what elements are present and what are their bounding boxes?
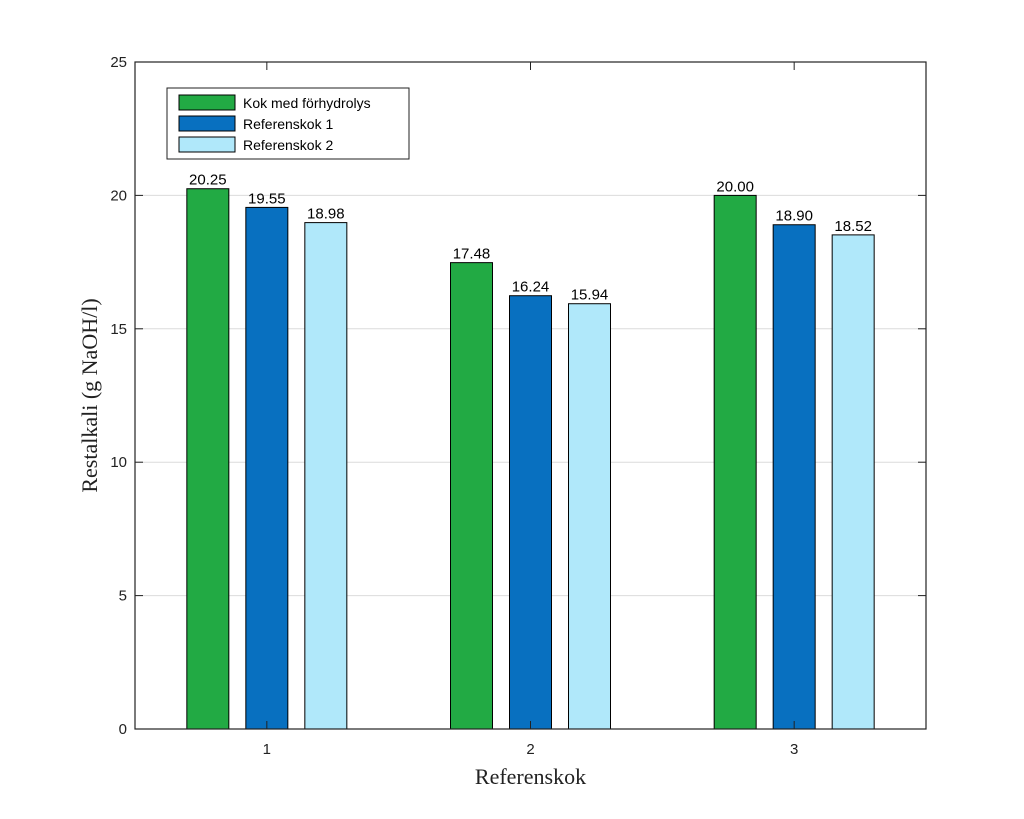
bar-kok-med-forhydrolys-cat-3 (713, 194, 757, 730)
bars (186, 188, 875, 730)
legend: Kok med förhydrolys Referenskok 1 Refere… (166, 87, 410, 160)
data-label-kok-med-forhydrolys-cat-1: 20.25 (189, 172, 227, 189)
data-label-referenskok-2-cat-1: 18.98 (307, 206, 345, 223)
y-tick-label: 0 (119, 721, 127, 738)
legend-swatch-referenskok-1 (178, 115, 236, 132)
y-tick-label: 10 (110, 454, 127, 471)
legend-label-kok-med-forhydrolys: Kok med förhydrolys (243, 95, 371, 111)
y-tick-label: 20 (110, 187, 127, 204)
bar-kok-med-forhydrolys-cat-1 (186, 188, 230, 730)
y-tick-label: 5 (119, 588, 127, 605)
bar-referenskok-1-cat-3 (772, 224, 816, 730)
x-axis-title: Referenskok (475, 764, 586, 789)
bar-referenskok-1-cat-1 (245, 206, 289, 730)
data-label-referenskok-1-cat-3: 18.90 (775, 208, 813, 225)
data-label-referenskok-2-cat-3: 18.52 (834, 218, 872, 235)
axis-ticks: 0 5 10 15 20 25 1 2 3 (110, 54, 926, 758)
data-label-kok-med-forhydrolys-cat-2: 17.48 (453, 246, 491, 263)
data-label-referenskok-1-cat-1: 19.55 (248, 190, 286, 207)
data-label-referenskok-2-cat-2: 15.94 (571, 287, 609, 304)
bar-referenskok-2-cat-3 (831, 234, 875, 730)
bar-kok-med-forhydrolys-cat-2 (450, 262, 493, 730)
data-labels: 20.25 17.48 20.00 19.55 16.24 18.90 18.98 15.94… (189, 172, 872, 304)
x-tick-label: 3 (790, 741, 798, 758)
bar-referenskok-1-cat-2 (509, 295, 552, 730)
legend-swatch-referenskok-2 (178, 136, 236, 153)
data-label-referenskok-1-cat-2: 16.24 (512, 279, 550, 296)
x-tick-label: 2 (526, 741, 534, 758)
y-tick-label: 15 (110, 321, 127, 338)
bar-referenskok-2-cat-1 (304, 222, 348, 730)
legend-swatch-kok-med-forhydrolys (178, 94, 236, 111)
bar-referenskok-2-cat-2 (568, 303, 611, 730)
legend-label-referenskok-1: Referenskok 1 (243, 116, 333, 132)
y-tick-label: 25 (110, 54, 127, 71)
x-tick-label: 1 (263, 741, 271, 758)
y-axis-title: Restalkali (g NaOH/l) (77, 298, 102, 492)
legend-label-referenskok-2: Referenskok 2 (243, 137, 333, 153)
data-label-kok-med-forhydrolys-cat-3: 20.00 (716, 178, 754, 195)
